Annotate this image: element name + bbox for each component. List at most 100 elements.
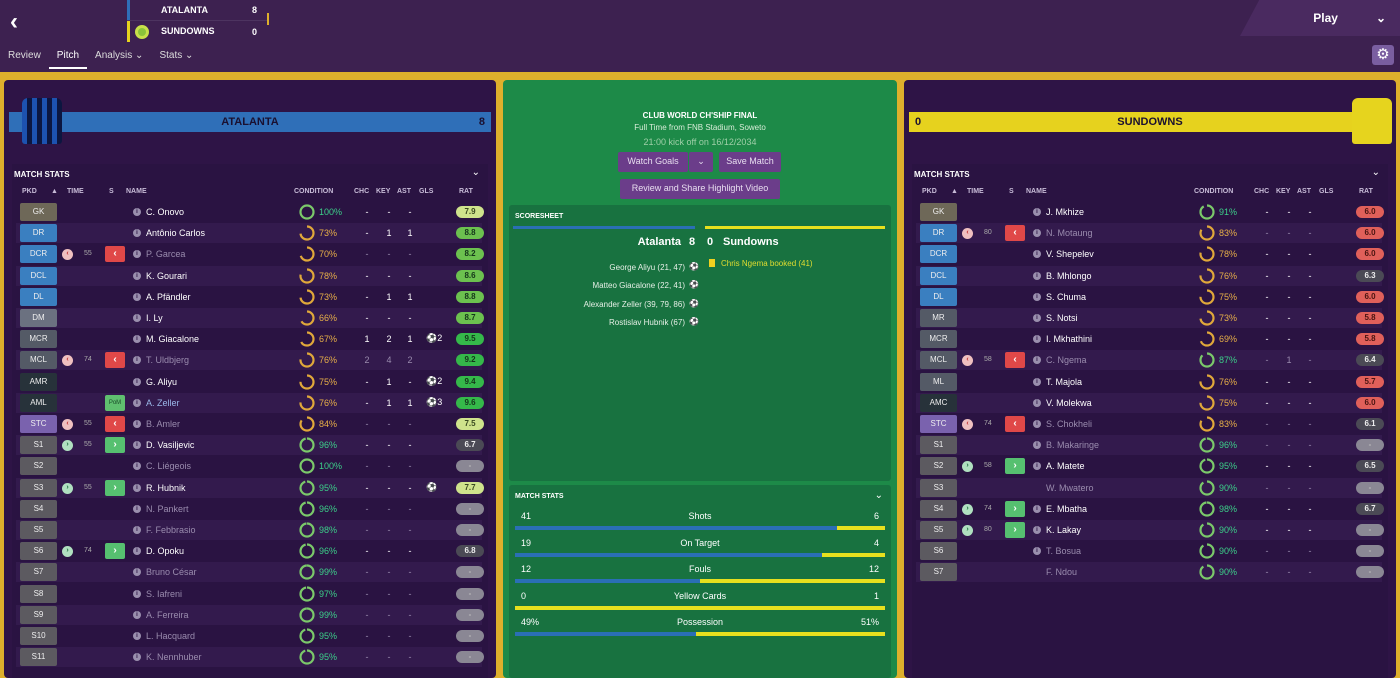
info-icon[interactable]: i bbox=[133, 208, 141, 216]
table-row[interactable]: STC ‹ 55 ‹ i B. Amler 84% - - - 7.5 bbox=[16, 414, 484, 434]
column-header-pkd[interactable]: PKD bbox=[22, 188, 37, 195]
watch-goals-button[interactable]: Watch Goals bbox=[618, 152, 688, 172]
info-icon[interactable]: i bbox=[1033, 377, 1041, 386]
chevron-down-icon[interactable]: ⌄ bbox=[471, 167, 480, 178]
player-name[interactable]: V. Molekwa bbox=[1046, 397, 1092, 408]
player-name[interactable]: C. Onovo bbox=[146, 207, 185, 217]
player-name[interactable]: J. Mkhize bbox=[1046, 207, 1085, 217]
tab-stats[interactable]: Stats ⌄ bbox=[159, 50, 194, 61]
player-name[interactable]: K. Gourari bbox=[146, 270, 188, 281]
info-icon[interactable]: i bbox=[1033, 271, 1041, 280]
info-icon[interactable]: i bbox=[133, 292, 141, 301]
table-row[interactable]: AMC i V. Molekwa 75% - - - 6.0 bbox=[916, 392, 1384, 413]
player-name[interactable]: C. Ngema bbox=[1046, 355, 1087, 366]
info-icon[interactable]: i bbox=[133, 653, 141, 662]
column-header-time[interactable]: TIME bbox=[967, 188, 984, 195]
info-icon[interactable]: i bbox=[133, 420, 141, 428]
column-header-pkd[interactable]: PKD bbox=[922, 188, 937, 195]
play-button[interactable]: Play ⌄ bbox=[1240, 0, 1400, 36]
table-row[interactable]: S7 F. Ndou 90% - - - - bbox=[916, 562, 1384, 583]
substitute-off-button[interactable]: ‹ bbox=[1005, 352, 1025, 369]
table-row[interactable]: S8 i S. Iafreni 97% - - - - bbox=[16, 583, 484, 604]
substitute-off-button[interactable]: ‹ bbox=[1005, 225, 1025, 242]
table-row[interactable]: S9 i A. Ferreira 99% - - - - bbox=[16, 604, 484, 625]
column-header-key[interactable]: KEY bbox=[376, 188, 391, 195]
table-row[interactable]: DL i A. Pfändler 73% - 1 1 8.8 bbox=[16, 286, 484, 307]
info-icon[interactable]: i bbox=[1033, 356, 1041, 365]
substitute-off-button[interactable]: ‹ bbox=[105, 352, 125, 369]
table-row[interactable]: S2 i C. Liégeois 100% - - - - bbox=[16, 456, 484, 477]
player-name[interactable]: N. Motaung bbox=[1046, 228, 1093, 239]
info-icon[interactable]: i bbox=[1033, 547, 1041, 556]
player-name[interactable]: N. Pankert bbox=[146, 503, 189, 514]
info-icon[interactable]: i bbox=[1033, 441, 1041, 450]
info-icon[interactable]: i bbox=[133, 483, 141, 492]
table-row[interactable]: S3 W. Mwatero 90% - - - - bbox=[916, 477, 1384, 498]
column-header-rat[interactable]: RAT bbox=[1359, 188, 1373, 195]
info-icon[interactable]: i bbox=[1033, 314, 1041, 322]
chevron-down-icon[interactable]: ⌄ bbox=[1375, 11, 1386, 25]
player-name[interactable]: T. Majola bbox=[1046, 376, 1083, 387]
info-icon[interactable]: i bbox=[133, 356, 141, 365]
player-name[interactable]: Antônio Carlos bbox=[146, 228, 206, 239]
table-row[interactable]: S2 › 58 › i A. Matete 95% - - - 6.5 bbox=[916, 456, 1384, 477]
info-icon[interactable]: i bbox=[133, 589, 141, 598]
tab-analysis[interactable]: Analysis ⌄ bbox=[95, 50, 144, 61]
table-row[interactable]: S4 i N. Pankert 96% - - - - bbox=[16, 498, 484, 519]
table-row[interactable]: STC ‹ 74 ‹ i S. Chokheli 83% - - - 6.1 bbox=[916, 414, 1384, 434]
table-row[interactable]: S7 i Bruno César 99% - - - - bbox=[16, 562, 484, 583]
table-row[interactable]: S3 › 55 › i R. Hubnik 95% - - - ⚽ 7.7 bbox=[16, 477, 484, 498]
player-name[interactable]: F. Ndou bbox=[1046, 567, 1078, 578]
table-row[interactable]: DM i I. Ly 66% - - - 8.7 bbox=[16, 308, 484, 328]
player-name[interactable]: V. Shepelev bbox=[1046, 249, 1094, 260]
column-header-s[interactable]: S bbox=[109, 188, 114, 195]
info-icon[interactable]: i bbox=[133, 335, 141, 344]
table-row[interactable]: S5 › 80 › i K. Lakay 90% - - - - bbox=[916, 520, 1384, 540]
player-name[interactable]: A. Ferreira bbox=[146, 609, 189, 620]
info-icon[interactable]: i bbox=[133, 314, 141, 322]
table-row[interactable]: S6 › 74 › i D. Opoku 96% - - - 6.8 bbox=[16, 541, 484, 562]
player-name[interactable]: W. Mwatero bbox=[1046, 482, 1094, 493]
info-icon[interactable]: i bbox=[133, 568, 141, 577]
table-row[interactable]: DCR ‹ 55 ‹ i P. Garcea 70% - - - 8.2 bbox=[16, 244, 484, 265]
player-name[interactable]: I. Mkhathini bbox=[1046, 334, 1093, 345]
info-icon[interactable]: i bbox=[1033, 504, 1041, 513]
info-icon[interactable]: i bbox=[133, 547, 141, 556]
table-row[interactable]: S10 i L. Hacquard 95% - - - - bbox=[16, 626, 484, 646]
column-header-gls[interactable]: GLS bbox=[419, 188, 434, 195]
table-row[interactable]: S6 i T. Bosua 90% - - - - bbox=[916, 541, 1384, 562]
player-name[interactable]: M. Giacalone bbox=[146, 334, 200, 345]
player-name[interactable]: R. Hubnik bbox=[146, 482, 186, 493]
table-row[interactable]: DCR i V. Shepelev 78% - - - 6.0 bbox=[916, 244, 1384, 265]
table-row[interactable]: MCR i M. Giacalone 67% 1 2 1 ⚽2 9.5 bbox=[16, 329, 484, 350]
substitute-on-button[interactable]: › bbox=[105, 543, 125, 560]
table-row[interactable]: GK i J. Mkhize 91% - - - 6.0 bbox=[916, 202, 1384, 222]
player-name[interactable]: F. Febbrasio bbox=[146, 525, 196, 535]
column-header-key[interactable]: KEY bbox=[1276, 188, 1291, 195]
player-name[interactable]: S. Chokheli bbox=[1046, 419, 1093, 429]
table-row[interactable]: S1 i B. Makaringe 96% - - - - bbox=[916, 435, 1384, 456]
table-row[interactable]: DR ‹ 80 ‹ i N. Motaung 83% - - - 6.0 bbox=[916, 223, 1384, 244]
table-row[interactable]: DCL i B. Mhlongo 76% - - - 6.3 bbox=[916, 265, 1384, 286]
table-row[interactable]: S11 i K. Nennhuber 95% - - - - bbox=[16, 647, 484, 668]
table-row[interactable]: S1 › 55 › i D. Vasiljevic 96% - - - 6.7 bbox=[16, 435, 484, 456]
substitute-on-button[interactable]: › bbox=[1005, 458, 1025, 475]
player-name[interactable]: L. Hacquard bbox=[146, 631, 196, 641]
substitute-on-button[interactable]: › bbox=[1005, 522, 1025, 538]
info-icon[interactable]: i bbox=[133, 398, 141, 407]
player-name[interactable]: C. Liégeois bbox=[146, 461, 192, 472]
column-header-rat[interactable]: RAT bbox=[459, 188, 473, 195]
player-name[interactable]: K. Nennhuber bbox=[146, 652, 202, 663]
player-name[interactable]: S. Iafreni bbox=[146, 588, 183, 599]
table-row[interactable]: ML i T. Majola 76% - - - 5.7 bbox=[916, 371, 1384, 392]
table-row[interactable]: AML PoM i A. Zeller 76% - 1 1 ⚽3 9.6 bbox=[16, 392, 484, 413]
info-icon[interactable]: i bbox=[1033, 250, 1041, 259]
table-row[interactable]: DL i S. Chuma 75% - - - 6.0 bbox=[916, 286, 1384, 307]
column-header-sort[interactable]: ▲ bbox=[951, 188, 958, 195]
info-icon[interactable]: i bbox=[1033, 398, 1041, 407]
info-icon[interactable]: i bbox=[1033, 335, 1041, 344]
substitute-off-button[interactable]: ‹ bbox=[1005, 416, 1025, 432]
player-name[interactable]: B. Mhlongo bbox=[1046, 270, 1092, 281]
player-name[interactable]: T. Bosua bbox=[1046, 546, 1082, 557]
column-header-ast[interactable]: AST bbox=[397, 188, 411, 195]
